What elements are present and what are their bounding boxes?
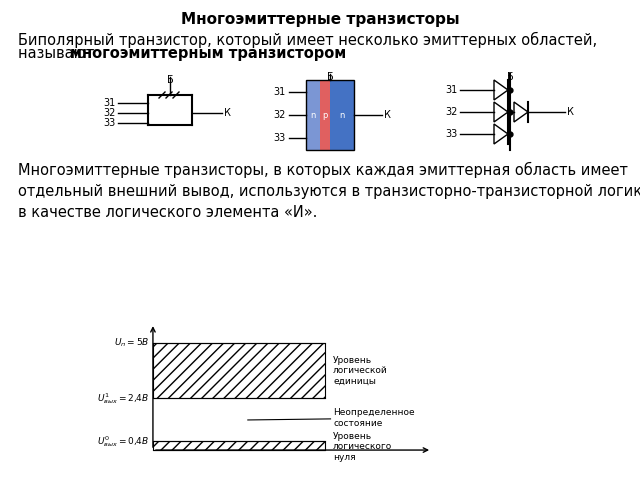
- Text: n: n: [310, 110, 316, 120]
- Text: 31: 31: [445, 85, 458, 95]
- Text: К: К: [567, 107, 574, 117]
- Text: Уровень
логического
нуля: Уровень логического нуля: [333, 432, 392, 461]
- Text: Многоэмиттерные транзисторы: Многоэмиттерные транзисторы: [180, 12, 460, 27]
- Text: многоэмиттерным транзистором: многоэмиттерным транзистором: [70, 46, 346, 61]
- Text: 33: 33: [445, 129, 458, 139]
- Text: Уровень
логической
единицы: Уровень логической единицы: [333, 356, 388, 385]
- Text: Б: Б: [507, 72, 513, 82]
- Bar: [153, 343, 326, 398]
- Text: Б: Б: [166, 75, 173, 85]
- Text: Биполярный транзистор, который имеет несколько эмиттерных областей,: Биполярный транзистор, который имеет нес…: [18, 32, 597, 48]
- Text: Многоэмиттерные транзисторы, в которых каждая эмиттерная область имеет
отдельный: Многоэмиттерные транзисторы, в которых к…: [18, 162, 640, 220]
- Bar: [330, 80, 354, 150]
- Bar: [153, 442, 326, 450]
- Text: 32: 32: [445, 107, 458, 117]
- Text: 33: 33: [104, 118, 116, 128]
- Text: $U^{1}_{вых}=2{,}4В$: $U^{1}_{вых}=2{,}4В$: [97, 391, 149, 406]
- Text: 33: 33: [274, 133, 286, 144]
- Text: называют: называют: [18, 46, 99, 61]
- Text: 31: 31: [104, 98, 116, 108]
- Bar: [306, 80, 320, 150]
- Bar: [320, 80, 330, 150]
- Text: Б: Б: [326, 72, 333, 82]
- Text: 32: 32: [104, 108, 116, 118]
- Text: $U_{п}=5В$: $U_{п}=5В$: [113, 336, 149, 349]
- Text: 31: 31: [274, 87, 286, 96]
- Text: n: n: [339, 110, 345, 120]
- Text: $U^{0}_{вых}=0{,}4В$: $U^{0}_{вых}=0{,}4В$: [97, 434, 149, 449]
- Text: p: p: [323, 110, 328, 120]
- Text: К: К: [224, 108, 231, 118]
- Text: Неопределенное
состояние: Неопределенное состояние: [333, 408, 415, 428]
- Bar: [306, 80, 354, 150]
- Text: 32: 32: [274, 110, 286, 120]
- Text: К: К: [384, 110, 391, 120]
